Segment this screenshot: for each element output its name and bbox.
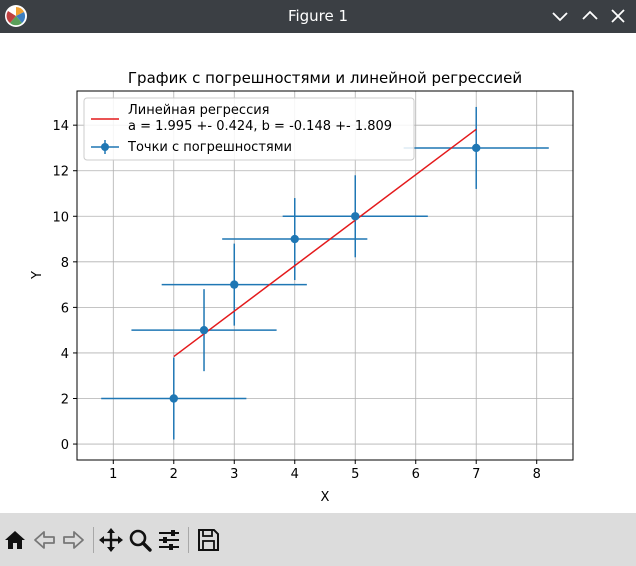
- window-title: Figure 1: [287, 7, 349, 25]
- chevron-down-icon[interactable]: [549, 6, 571, 26]
- x-tick-label: 7: [472, 467, 480, 482]
- y-tick-label: 4: [61, 347, 69, 362]
- x-tick-label: 1: [109, 467, 117, 482]
- x-tick-label: 3: [230, 467, 238, 482]
- errorbar-chart: График с погрешностями и линейной регрес…: [30, 69, 574, 505]
- figure-canvas: График с погрешностями и линейной регрес…: [0, 33, 636, 513]
- toolbar-separator: [93, 527, 94, 553]
- navigation-toolbar: [0, 513, 636, 566]
- x-tick-label: 8: [533, 467, 541, 482]
- home-icon[interactable]: [2, 527, 28, 553]
- data-point: [169, 394, 178, 403]
- pan-icon[interactable]: [98, 527, 124, 553]
- data-point: [290, 234, 299, 244]
- data-point: [472, 143, 481, 153]
- y-tick-label: 2: [61, 393, 69, 408]
- chart-title: График с погрешностями и линейной регрес…: [128, 69, 522, 87]
- forward-arrow-icon[interactable]: [60, 527, 86, 553]
- regression-line: [173, 128, 477, 358]
- back-arrow-icon[interactable]: [32, 527, 58, 553]
- y-tick-label: 6: [61, 301, 69, 316]
- toolbar-separator: [188, 527, 189, 553]
- save-icon[interactable]: [195, 527, 221, 553]
- data-point: [230, 280, 239, 289]
- matplotlib-logo-icon: [5, 5, 27, 27]
- y-tick-label: 14: [52, 119, 69, 134]
- zoom-icon[interactable]: [127, 527, 153, 553]
- x-axis-label: X: [321, 490, 330, 505]
- window-titlebar: Figure 1: [0, 0, 636, 33]
- x-tick-label: 5: [351, 467, 359, 482]
- x-tick-label: 2: [170, 467, 178, 482]
- y-axis-label: Y: [30, 271, 45, 280]
- y-tick-label: 12: [52, 165, 69, 180]
- chevron-up-icon[interactable]: [579, 6, 601, 26]
- legend-box: [83, 97, 415, 161]
- legend: Линейная регрессия a = 1.995 +- 0.424, b…: [83, 97, 415, 161]
- x-tick-label: 4: [291, 467, 299, 482]
- plot-data: [101, 106, 549, 440]
- legend-errorbar-label: Точки с погрешностями: [127, 140, 292, 155]
- configure-subplots-icon[interactable]: [156, 527, 182, 553]
- data-point: [199, 325, 209, 335]
- plot-frame: [76, 90, 574, 461]
- close-icon[interactable]: [607, 6, 629, 26]
- legend-regression-label: Линейная регрессия a = 1.995 +- 0.424, b…: [128, 103, 392, 134]
- y-tick-label: 10: [52, 210, 69, 225]
- data-point: [351, 212, 360, 221]
- y-tick-label: 8: [61, 256, 69, 271]
- x-tick-label: 6: [412, 467, 420, 482]
- y-tick-label: 0: [61, 438, 69, 453]
- legend-errorbar-swatch: [91, 140, 119, 154]
